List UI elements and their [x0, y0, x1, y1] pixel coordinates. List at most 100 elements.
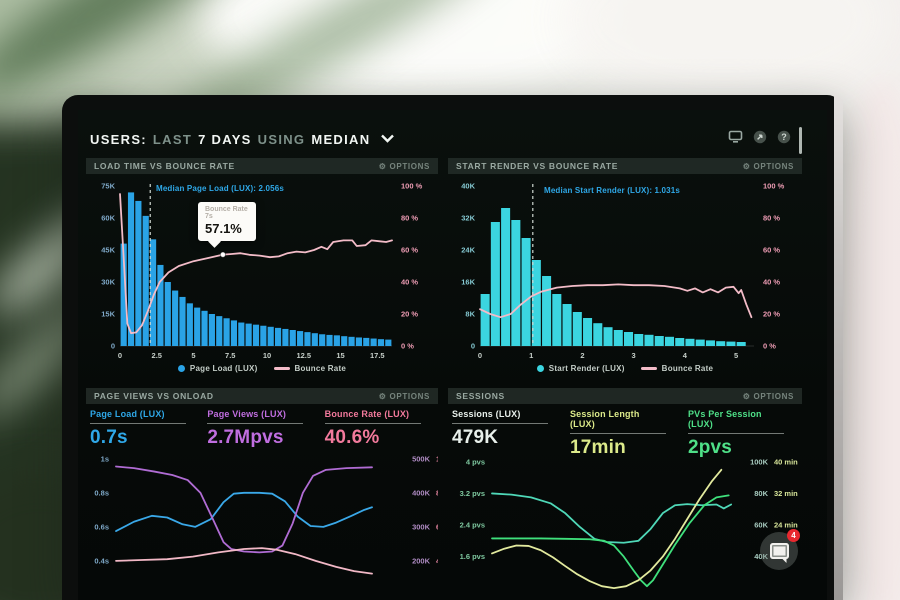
tooltip: Bounce Rate 7s 57.1%	[198, 202, 256, 241]
svg-text:40 %: 40 %	[401, 278, 418, 287]
options-button[interactable]: ⚙ OPTIONS	[378, 391, 430, 401]
chat-button[interactable]: 4	[760, 529, 800, 570]
svg-text:24 min: 24 min	[774, 521, 798, 530]
options-button[interactable]: ⚙ OPTIONS	[378, 161, 430, 171]
notification-badge: 4	[787, 529, 800, 542]
gear-icon: ⚙	[378, 161, 387, 171]
panel-start-render: START RENDER VS BOUNCE RATE ⚙ OPTIONS 40K…	[448, 158, 802, 382]
svg-text:80K: 80K	[754, 489, 768, 498]
svg-text:80 %: 80 %	[763, 214, 780, 223]
options-button[interactable]: ⚙ OPTIONS	[742, 161, 794, 171]
metric-pvs-per-session: PVs Per Session (LUX) 2pvs	[688, 409, 804, 459]
metric-session-length: Session Length (LUX) 17min	[570, 409, 686, 459]
svg-text:80 %: 80 %	[401, 214, 418, 223]
svg-text:15: 15	[336, 351, 344, 360]
svg-text:60%: 60%	[436, 522, 438, 531]
svg-text:17.5: 17.5	[370, 351, 385, 360]
laptop-edge	[834, 95, 843, 600]
svg-text:1.6 pvs: 1.6 pvs	[460, 552, 485, 561]
panel-title: SESSIONS	[456, 391, 505, 401]
svg-text:4 pvs: 4 pvs	[466, 457, 485, 466]
header-days-label: 7 DAYS	[198, 131, 252, 147]
svg-text:20 %: 20 %	[763, 310, 780, 319]
panel-load-time: LOAD TIME VS BOUNCE RATE ⚙ OPTIONS 75K 60K…	[86, 158, 438, 382]
svg-text:32K: 32K	[461, 214, 475, 223]
help-icon[interactable]: ?	[776, 130, 791, 143]
svg-text:45K: 45K	[101, 246, 115, 255]
tooltip-sub: 7s	[205, 213, 213, 220]
dashboard-header-dropdown[interactable]: USERS: LAST 7 DAYS USING MEDIAN	[90, 128, 395, 150]
svg-text:0: 0	[118, 351, 122, 360]
panel-title: PAGE VIEWS VS ONLOAD	[94, 391, 214, 401]
svg-text:15K: 15K	[101, 310, 115, 319]
median-annotation: Median Page Load (LUX): 2.056s	[156, 184, 284, 193]
legend-line-icon	[273, 367, 290, 370]
background-right	[838, 80, 900, 600]
panel-page-views: PAGE VIEWS VS ONLOAD ⚙ OPTIONS Page Load …	[86, 388, 438, 600]
svg-text:100 %: 100 %	[763, 182, 785, 191]
svg-text:3.2 pvs: 3.2 pvs	[460, 489, 485, 498]
svg-text:0.8s: 0.8s	[94, 488, 109, 497]
header-using-label: USING	[257, 131, 306, 147]
sessions-chart: 4 pvs 100K 40 min 3.2 pvs 80K 32 min 2.4 pvs 60…	[460, 457, 798, 590]
background-light-blob	[560, 0, 890, 100]
panel-sessions: SESSIONS ⚙ OPTIONS Sessions (LUX) 479K Se…	[448, 388, 802, 600]
svg-text:500K: 500K	[412, 454, 431, 463]
tooltip-value: 57.1%	[205, 221, 242, 236]
svg-text:60K: 60K	[101, 214, 115, 223]
svg-text:0: 0	[478, 351, 482, 360]
chevron-down-icon[interactable]	[380, 130, 395, 148]
metric-sessions: Sessions (LUX) 479K	[452, 409, 568, 459]
options-button[interactable]: ⚙ OPTIONS	[742, 391, 794, 401]
gear-icon: ⚙	[742, 161, 751, 171]
gear-icon: ⚙	[378, 391, 387, 401]
gear-icon: ⚙	[742, 391, 751, 401]
svg-text:2.4 pvs: 2.4 pvs	[460, 521, 485, 530]
svg-text:0.4s: 0.4s	[94, 556, 109, 565]
svg-text:40 min: 40 min	[774, 457, 798, 466]
svg-text:400K: 400K	[412, 488, 431, 497]
svg-text:40%: 40%	[436, 556, 438, 565]
svg-text:1: 1	[529, 351, 533, 360]
svg-text:60 %: 60 %	[763, 246, 780, 255]
panel-title: LOAD TIME VS BOUNCE RATE	[94, 161, 235, 171]
svg-text:0: 0	[471, 342, 475, 351]
svg-text:0: 0	[111, 342, 115, 351]
svg-text:200K: 200K	[412, 556, 431, 565]
svg-text:30K: 30K	[101, 278, 115, 287]
svg-text:80%: 80%	[436, 488, 438, 497]
svg-text:0.6s: 0.6s	[94, 522, 109, 531]
header-last-label: LAST	[152, 131, 193, 147]
svg-text:40K: 40K	[754, 552, 768, 561]
metric-page-views: Page Views (LUX) 2.7Mpvs	[207, 409, 322, 449]
svg-text:300K: 300K	[412, 522, 431, 531]
svg-text:7.5: 7.5	[225, 351, 235, 360]
metric-bounce-rate: Bounce Rate (LUX) 40.6%	[324, 409, 440, 449]
svg-text:2.5: 2.5	[152, 351, 162, 360]
svg-text:20 %: 20 %	[401, 310, 418, 319]
legend-dot-icon	[536, 365, 544, 372]
share-icon[interactable]	[752, 130, 767, 143]
svg-text:32 min: 32 min	[774, 489, 798, 498]
svg-text:3: 3	[632, 351, 636, 360]
header-metric-label: MEDIAN	[311, 131, 371, 147]
svg-text:8K: 8K	[465, 310, 475, 319]
legend-line-icon	[640, 367, 657, 370]
legend-dot-icon	[177, 365, 185, 372]
svg-text:5: 5	[734, 351, 738, 360]
svg-text:40K: 40K	[461, 182, 475, 191]
svg-text:2: 2	[580, 351, 584, 360]
svg-text:100K: 100K	[750, 457, 769, 466]
scrollbar-thumb[interactable]	[799, 127, 802, 154]
panel-title: START RENDER VS BOUNCE RATE	[456, 161, 619, 171]
svg-text:75K: 75K	[101, 182, 115, 191]
display-icon[interactable]	[728, 130, 743, 143]
svg-text:24K: 24K	[461, 246, 475, 255]
svg-text:60 %: 60 %	[401, 246, 418, 255]
svg-text:100 %: 100 %	[401, 182, 423, 191]
start-render-chart: 40K 32K 24K 16K 8K 0 100 % 80 % 60 % 40 % 20 % 0 % 0…	[461, 182, 785, 361]
svg-text:5: 5	[191, 351, 195, 360]
load-time-chart: 75K 60K 45K 30K 15K 0 100 % 80 % 60 % 40 % 20 % 0 %…	[101, 182, 423, 361]
legend: Start Render (LUX) Bounce Rate	[448, 364, 802, 373]
legend: Page Load (LUX) Bounce Rate	[86, 364, 438, 373]
